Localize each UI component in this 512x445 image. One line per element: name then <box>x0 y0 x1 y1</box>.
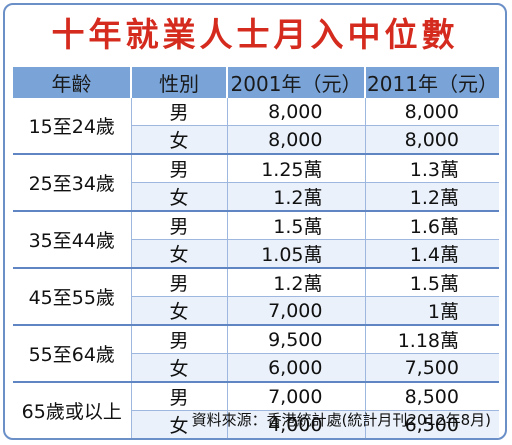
value-2011-cell: 1萬 <box>365 296 499 326</box>
sex-cell: 女 <box>131 182 228 212</box>
table-row: 女 6,000 7,500 <box>13 353 499 383</box>
value-2011-cell: 8,000 <box>365 98 499 126</box>
value-2001-cell: 4,000 <box>227 410 366 438</box>
age-group-cell: 45至55歲 <box>13 267 132 325</box>
value-2001-cell: 7,000 <box>227 296 366 326</box>
table-header-row: 年齡 性別 2001年（元） 2011年（元） <box>13 67 499 98</box>
sex-cell: 男 <box>131 267 228 297</box>
value-2011-cell: 8,500 <box>365 381 499 411</box>
table-row: 15至24歲男 8,000 8,000 <box>13 98 499 154</box>
header-2001: 2001年（元） <box>227 67 366 98</box>
page-title: 十年就業人士月入中位數 <box>51 15 459 54</box>
header-age: 年齡 <box>13 67 132 98</box>
value-2001-cell: 1.25萬 <box>227 153 366 183</box>
table-row: 55至64歲男 9,500 1.18萬 <box>13 324 499 382</box>
value-2001-cell: 1.2萬 <box>227 182 366 212</box>
value-2011-cell: 1.18萬 <box>365 324 499 354</box>
sex-cell: 女 <box>131 239 228 269</box>
value-2011-cell: 6,500 <box>365 410 499 438</box>
value-2011-cell: 1.2萬 <box>365 182 499 212</box>
value-2001-cell: 9,500 <box>227 324 366 354</box>
income-table: 年齡 性別 2001年（元） 2011年（元） 15至24歲男 8,000 8,00… <box>13 67 499 438</box>
value-2011-cell: 1.5萬 <box>365 267 499 297</box>
table-row: 65歲或以上男 7,000 8,500 <box>13 381 499 438</box>
age-group-cell: 15至24歲 <box>13 98 132 154</box>
sex-cell: 女 <box>131 125 228 155</box>
source-note: 資料來源：香港統計處(統計月刊2012年8月) <box>191 411 491 429</box>
value-2001-cell: 7,000 <box>227 381 366 411</box>
infographic-card: 十年就業人士月入中位數 年齡 性別 2001年（元） 2011年（元） 15至2… <box>3 3 507 440</box>
table-body: 15至24歲男 8,000 8,000 女 8,000 8,000 25至34歲男 1.25萬… <box>13 98 499 438</box>
value-2001-cell: 6,000 <box>227 353 366 383</box>
header-sex: 性別 <box>131 67 228 98</box>
value-2011-cell: 1.6萬 <box>365 210 499 240</box>
table-row: 女 8,000 8,000 <box>13 125 499 155</box>
sex-cell: 女 <box>131 410 228 438</box>
value-2011-cell: 8,000 <box>365 125 499 155</box>
age-group-cell: 35至44歲 <box>13 210 132 268</box>
value-2011-cell: 1.4萬 <box>365 239 499 269</box>
value-2001-cell: 1.2萬 <box>227 267 366 297</box>
header-2011: 2011年（元） <box>365 67 499 98</box>
value-2001-cell: 1.05萬 <box>227 239 366 269</box>
value-2001-cell: 8,000 <box>227 125 366 155</box>
sex-cell: 男 <box>131 381 228 411</box>
table-row: 25至34歲男 1.25萬 1.3萬 <box>13 153 499 211</box>
table-row: 女 7,000 1萬 <box>13 296 499 326</box>
age-group-cell: 25至34歲 <box>13 153 132 211</box>
table-row: 35至44歲男 1.5萬 1.6萬 <box>13 210 499 268</box>
age-group-cell: 65歲或以上 <box>13 381 132 438</box>
sex-cell: 女 <box>131 296 228 326</box>
age-group-cell: 55至64歲 <box>13 324 132 382</box>
table-row: 女 1.05萬 1.4萬 <box>13 239 499 269</box>
value-2001-cell: 1.5萬 <box>227 210 366 240</box>
sex-cell: 男 <box>131 98 228 126</box>
sex-cell: 男 <box>131 153 228 183</box>
sex-cell: 男 <box>131 210 228 240</box>
value-2011-cell: 7,500 <box>365 353 499 383</box>
table-row: 45至55歲男 1.2萬 1.5萬 <box>13 267 499 325</box>
value-2011-cell: 1.3萬 <box>365 153 499 183</box>
table-row: 女 1.2萬 1.2萬 <box>13 182 499 212</box>
sex-cell: 女 <box>131 353 228 383</box>
table-row: 女 4,000 6,500 <box>13 410 499 438</box>
sex-cell: 男 <box>131 324 228 354</box>
value-2001-cell: 8,000 <box>227 98 366 126</box>
